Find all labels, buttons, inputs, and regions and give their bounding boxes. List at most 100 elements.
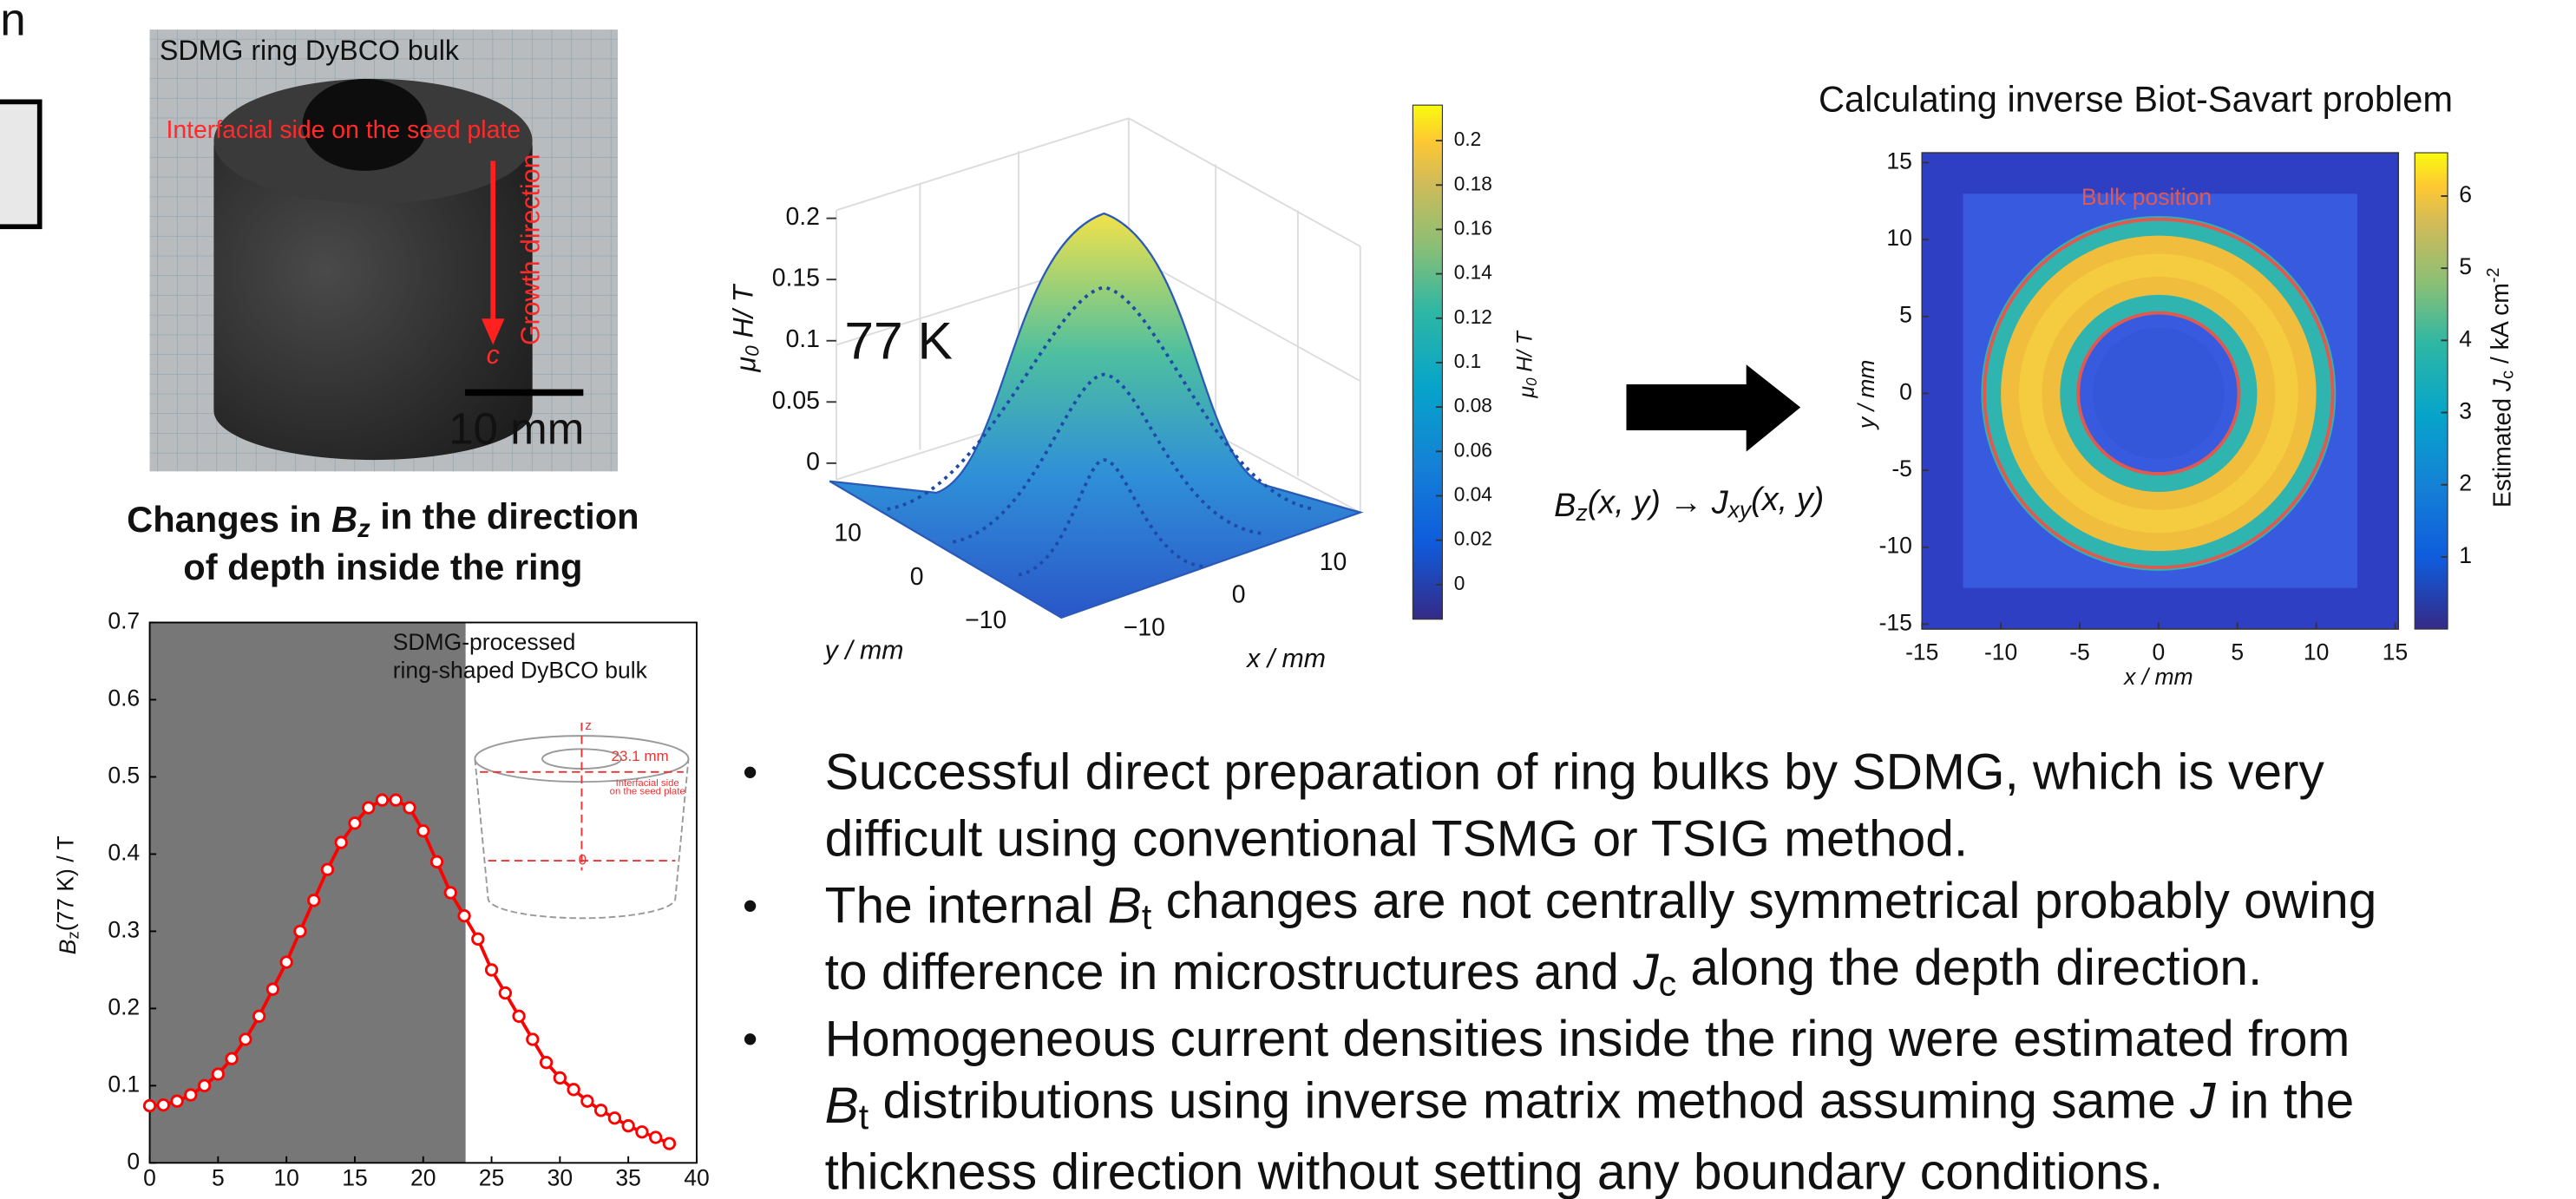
colorbar-tick-label: 1 [2459,542,2472,568]
y-tick-label: −10 [965,606,1006,634]
x-tick-label: 5 [212,1164,225,1190]
z-tick-label: 0.05 [772,387,820,415]
colorbar-tick-label: 6 [2459,181,2472,207]
x-tick-label: -15 [1905,639,1938,665]
arrow-label-run: B [1554,488,1576,524]
data-point [390,795,401,805]
x-tick-label: 25 [479,1164,504,1190]
colorbar-label-run: μ [1515,385,1538,398]
chart-title: Calculating inverse Biot-Savart problem [1819,78,2453,119]
y-tick-label: 0.6 [108,685,140,711]
data-point [623,1120,633,1130]
data-point [350,818,360,829]
colorbar-tick-label: 0.12 [1454,305,1492,328]
data-point [609,1112,619,1123]
scale-label: 10 mm [449,403,584,453]
bullet-marker: • [743,881,757,929]
y-axis-label-run: (77 K) / T [52,835,78,931]
y-tick-label: -5 [1891,455,1912,482]
colorbar-tick-label: 5 [2459,253,2472,279]
colorbar-tick-label: 0.2 [1454,128,1482,150]
inset-label: on the seed plate [610,786,685,796]
y-axis-label-run: z [63,931,82,939]
x-tick-label: 35 [615,1164,640,1190]
data-point [486,965,496,975]
data-point [541,1057,551,1067]
y-tick-label: 0.5 [108,762,140,788]
data-point [514,1011,524,1021]
bullet-text-run: B [1108,877,1142,934]
page: {"cropped_label": "n", "photo": {"captio… [0,0,2576,1199]
colorbar-tick-label: 0.14 [1454,261,1492,284]
bullet-text-run: changes are not centrally symmetrical pr… [1151,873,2376,929]
colorbar-tick-label: 0.16 [1454,216,1492,239]
arrow-label-run: xy [1727,497,1753,523]
y-tick-label: 0 [910,563,924,591]
y-tick-label: 0 [1899,378,1912,404]
data-point [554,1072,565,1083]
data-point [650,1132,660,1143]
colorbar-tick-label: 2 [2459,470,2472,496]
photo: SDMG ring DyBCO bulk Interfacial side on… [150,29,619,471]
y-axis-label: Bz(77 K) / T [52,835,82,954]
data-point [582,1096,593,1106]
data-point [431,856,442,867]
chart-title: Changes in Bz in the direction [127,495,639,542]
bullet-text-run: J [1632,944,1659,1000]
colorbar-label-run: Estimated [2488,391,2516,508]
data-point [295,926,305,936]
bullet-text-run: in the [2215,1072,2354,1129]
x-tick-label: -5 [2069,639,2090,665]
bullet-text-run: distributions using inverse matrix metho… [868,1072,2190,1129]
colorbar-label: μ0 H/ T [1513,330,1539,398]
bullet-text-run: J [2189,1072,2216,1129]
arrow-label-run: z [1575,500,1587,526]
colorbar-label-run: c [2499,370,2518,379]
data-point [473,934,483,944]
y-tick-label: 0 [127,1148,140,1174]
data-point [404,803,415,813]
arrow-label-run: (x, y) → [1588,485,1712,521]
colorbar-tick-label: 0.1 [1454,350,1482,372]
colorbar-label: Estimated Jc / kA cm-2 [2484,267,2517,508]
temperature-label: 77 K [844,311,953,370]
annotation: ring-shaped DyBCO bulk [393,657,648,683]
cropped-label: n [0,0,25,46]
z-axis-label-run: 0 [741,345,763,357]
bullet-text: to difference in microstructures and Jc … [825,939,2263,1003]
y-tick-label: 0.7 [108,608,140,634]
x-tick-label: 0 [143,1164,156,1190]
cropped-box [0,102,40,226]
x-tick-label: 20 [410,1164,436,1190]
y-tick-label: 5 [1899,302,1912,328]
y-tick-label: 0.2 [108,993,140,1019]
x-tick-label: 10 [2304,639,2329,665]
data-point [500,987,510,998]
z-tick-label: 0 [806,448,820,475]
data-point [568,1084,579,1095]
x-tick-label: 0 [2152,639,2165,665]
y-tick-label: -15 [1879,609,1912,635]
colorbar-tick-label: 0.08 [1454,394,1492,416]
process-arrow [1626,364,1800,451]
y-axis-label: y / mm [823,637,904,665]
colorbar-label-run: H/ T [1513,330,1537,377]
inset-label: 0 [579,852,587,868]
bullet-text-run: Successful direct preparation of ring bu… [825,744,2325,800]
y-tick-label: 10 [1886,225,1911,251]
data-point [637,1127,647,1137]
y-tick-label: 10 [834,520,862,547]
inset-label: z [585,718,592,733]
x-tick-label: 10 [273,1164,298,1190]
y-tick-label: 0.4 [108,839,140,865]
data-point [226,1053,237,1064]
bullet-text-run: along the depth direction. [1676,939,2262,995]
surface-mound [829,213,1360,618]
x-axis-label: x / mm [2122,664,2193,690]
data-point [213,1069,223,1079]
bullet-text-run: The internal [825,877,1108,934]
data-point [186,1090,196,1100]
y-axis-label: y / mm [1853,360,1879,431]
colorbar-tick-label: 0 [1454,572,1465,594]
chart-title-run: in the direction [370,495,639,536]
